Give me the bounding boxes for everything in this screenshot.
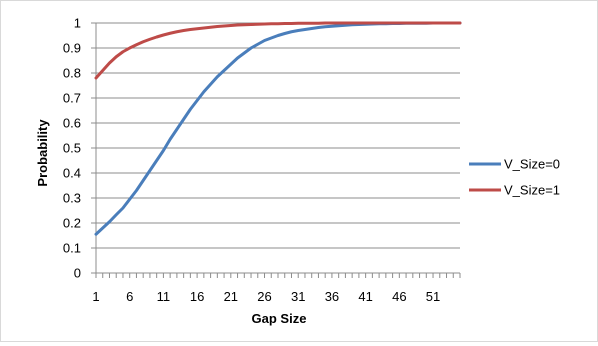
axes [91,22,461,278]
y-tick-label: 1 [74,16,81,31]
x-tick-label: 16 [190,289,204,304]
x-tick-labels: 1 6 11 16 21 26 31 36 41 46 51 [92,289,440,304]
series-line-1 [94,21,462,236]
y-tick-label: 0.2 [63,216,81,231]
x-tick-label: 41 [358,289,372,304]
x-tick-label: 31 [291,289,305,304]
x-axis-title: Gap Size [252,311,307,326]
y-tick-label: 0.1 [63,241,81,256]
y-axis-title: Probability [35,119,50,187]
x-tick-label: 26 [257,289,271,304]
series-line-2 [94,21,462,80]
x-tick-label: 1 [92,289,99,304]
y-tick-label: 0.6 [63,116,81,131]
x-tick-label: 36 [325,289,339,304]
x-tick-label: 51 [426,289,440,304]
y-tick-label: 0.3 [63,191,81,206]
y-tick-label: 0.4 [63,166,81,181]
gridlines [96,22,460,249]
x-tick-label: 11 [157,289,171,304]
legend-label-2: V_Size=1 [504,183,560,198]
legend: V_Size=0 V_Size=1 [469,157,560,198]
y-tick-label: 0.9 [63,41,81,56]
y-tick-label: 0.8 [63,66,81,81]
y-tick-label: 0.5 [63,141,81,156]
line-chart: 00.10.20.30.40.50.60.70.80.91 1 6 11 16 21 26… [35,16,560,327]
y-tick-label: 0.7 [63,91,81,106]
y-tick-label: 0 [74,266,81,281]
y-tick-labels: 0 0.1 0.2 0.3 0.4 0.5 0.6 0.7 0.8 0.9 1 [63,16,81,281]
x-tick-label: 21 [224,289,238,304]
legend-label-1: V_Size=0 [504,157,560,172]
x-tick-label: 46 [392,289,406,304]
series-lines [94,21,462,236]
x-tick-label: 6 [126,289,133,304]
